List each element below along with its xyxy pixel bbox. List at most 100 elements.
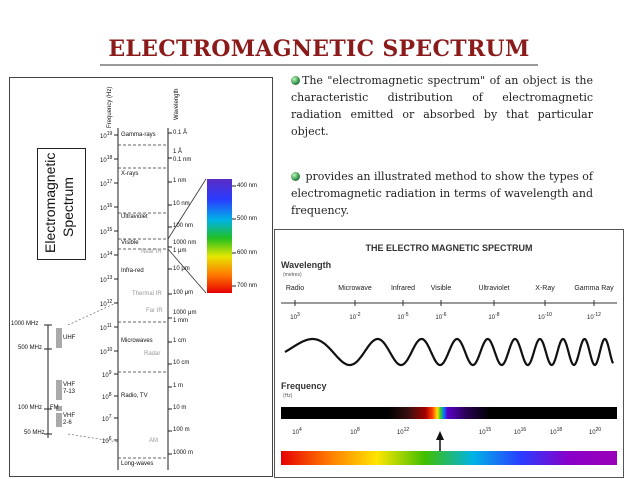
em-wave (284, 337, 615, 367)
visible-wavelength-label: 500 nm (237, 216, 258, 222)
visible-wavelength-label: 600 nm (237, 250, 258, 256)
wavelength-label: 1 μm (173, 248, 187, 254)
freq-value: 1020 (588, 427, 602, 436)
wavelength-label: 10 nm (173, 201, 190, 207)
uhf-band (56, 328, 62, 348)
title-underline (100, 64, 538, 66)
type-xray: X-Ray (535, 285, 555, 292)
big-label-1: Electromagnetic (42, 152, 58, 253)
frequency-section-label: Frequency (281, 381, 327, 391)
freq-tick: 1013 (100, 275, 113, 284)
type-gamma: Gamma Ray (574, 285, 614, 292)
wavelength-label: 100 μm (173, 290, 194, 296)
mhz-label: 1000 MHz (11, 321, 39, 327)
wavelength-label: 0.1 nm (173, 157, 192, 163)
wavelength-label: 10 m (173, 405, 187, 411)
wavelength-section-label: Wavelength (281, 260, 332, 270)
right-chart-title: THE ELECTRO MAGNETIC SPECTRUM (365, 243, 533, 253)
wl-value: 10-12 (587, 312, 601, 321)
region-infrared: Infra-red (121, 268, 144, 274)
visible-wavelength-label: 700 nm (237, 283, 258, 289)
wl-value: 10-10 (538, 312, 552, 321)
frequency-header: Frequency (Hz) (107, 86, 113, 128)
visible-spectrum-bar (207, 179, 232, 293)
wavelength-label: 1 m (173, 383, 184, 389)
spectrum-chart-right: THE ELECTRO MAGNETIC SPECTRUM Wavelength… (274, 229, 624, 478)
wl-value: 10-6 (435, 312, 447, 321)
spectrum-chart-left: Electromagnetic Spectrum Frequency (Hz) … (9, 77, 273, 477)
vhf-band-7-13 (56, 380, 62, 400)
freq-tick: 1014 (100, 251, 113, 260)
wavelength-label: 100 nm (173, 223, 194, 229)
wavelength-label: 10 cm (173, 360, 190, 366)
type-ultraviolet: Ultraviolet (478, 285, 510, 292)
band-2-6: 2-6 (63, 420, 72, 426)
band-7-13: 7-13 (63, 389, 76, 395)
freq-tick: 1016 (100, 203, 113, 212)
freq-value: 1012 (396, 427, 410, 436)
frequency-gradient-bar (281, 407, 617, 419)
freq-value: 108 (350, 427, 360, 436)
band-uhf: UHF (63, 335, 76, 341)
type-visible: Visible (430, 285, 452, 292)
wavelength-header: Wavelength (174, 88, 180, 120)
band-vhf: VHF (63, 382, 75, 388)
type-microwave: Microwave (338, 285, 372, 292)
wl-value: 103 (290, 312, 300, 321)
region-visible: Visible (121, 240, 139, 246)
globe-icon (291, 172, 300, 181)
frequency-unit: (Hz) (283, 393, 293, 399)
wavelength-label: 1 nm (173, 178, 187, 184)
freq-tick: 106 (102, 436, 112, 445)
wavelength-label: 1000 nm (173, 240, 197, 246)
band-vhf-low: VHF (63, 413, 75, 419)
wavelength-label: 1 mm (173, 318, 188, 324)
wl-value: 10-5 (397, 312, 409, 321)
freq-tick: 1012 (100, 299, 113, 308)
arrow-head (436, 431, 444, 440)
mhz-label: 500 MHz (18, 345, 43, 351)
subregion-am: AM (149, 438, 158, 444)
paragraph-2: provides an illustrated method to show t… (291, 170, 593, 217)
wavelength-label: 0.1 Å (173, 130, 188, 136)
wavelength-label: 10 μm (173, 266, 190, 272)
freq-value: 1016 (513, 427, 527, 436)
globe-icon (291, 76, 300, 85)
mhz-label: 50 MHz (24, 430, 45, 436)
wavelength-label: 1000 m (173, 450, 194, 456)
type-radio: Radio (285, 285, 305, 292)
freq-tick: 1010 (100, 347, 113, 356)
subregion-thermal-ir: Thermal IR (132, 291, 162, 297)
em-spectrum-label-box: Electromagnetic Spectrum (37, 148, 86, 260)
spectrum-axes (44, 128, 236, 470)
zoom-line-bottom (167, 248, 207, 294)
type-infrared: Infrared (390, 285, 416, 292)
subregion-near-ir: Near IR (141, 249, 162, 255)
freq-tick: 1015 (100, 227, 113, 236)
mhz-label: 100 MHz (18, 405, 43, 411)
big-label-2: Spectrum (60, 177, 76, 237)
region-dividers (118, 144, 168, 459)
vhf-band-2-6 (56, 413, 62, 427)
wavelength-label: 1 Å (173, 149, 183, 155)
right-chart-graphics (281, 300, 617, 452)
freq-tick: 1019 (100, 131, 113, 140)
wl-value: 10-8 (488, 312, 500, 321)
freq-tick: 1017 (100, 179, 113, 188)
zoom-line-top (167, 178, 207, 240)
freq-tick: 107 (102, 414, 112, 423)
freq-tick: 1018 (100, 155, 113, 164)
wavelength-label: 100 m (173, 427, 190, 433)
region-xrays: X-rays (121, 171, 139, 177)
page-title: ELECTROMAGNETIC SPECTRUM (108, 36, 530, 62)
region-microwaves: Microwaves (121, 338, 153, 344)
visible-rainbow-bar (281, 451, 617, 465)
wavelength-unit: (metres) (283, 272, 302, 278)
band-fm: FM (50, 405, 59, 411)
wavelength-label: 1 cm (173, 338, 187, 344)
wavelength-label: 1000 μm (173, 310, 197, 316)
subregion-radar: Radar (144, 351, 161, 357)
freq-tick: 109 (102, 370, 112, 379)
region-uv: Ultraviolet (121, 214, 148, 220)
freq-value: 1015 (478, 427, 492, 436)
